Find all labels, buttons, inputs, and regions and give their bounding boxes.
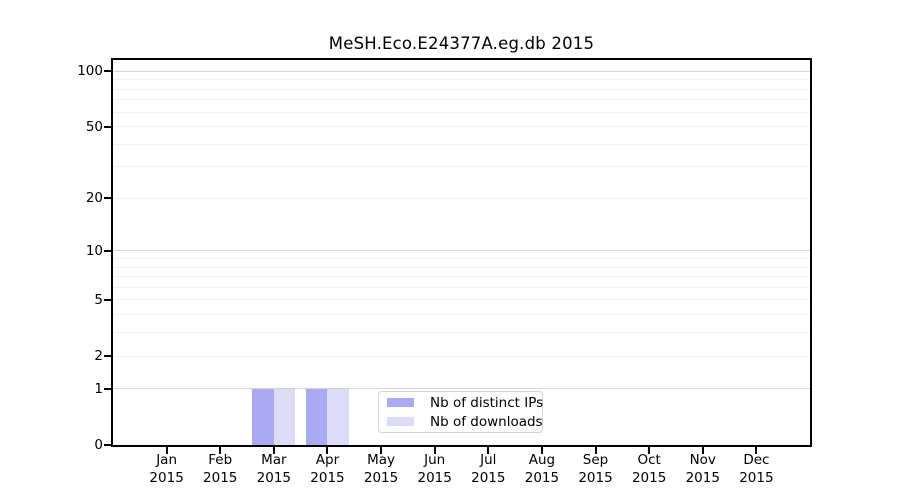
gridline-y-50 (113, 126, 810, 128)
y-tick-5 (104, 298, 111, 301)
bar-nb-of-downloads-mar (273, 388, 296, 445)
y-tick-100 (104, 70, 111, 73)
y-tick-20 (104, 197, 111, 200)
y-tick-0 (104, 444, 111, 446)
gridline-y-6 (113, 286, 810, 288)
bars-layer (113, 60, 810, 445)
gridline-y-4 (113, 314, 810, 316)
x-tick-oct (648, 447, 651, 454)
y-tick-label-2: 2 (94, 348, 103, 365)
gridline-y-5 (113, 299, 810, 301)
gridline-y-80 (113, 88, 810, 90)
gridline-y-30 (113, 166, 810, 168)
legend-label-distinct-ips: Nb of distinct IPs (430, 394, 544, 411)
y-tick-10 (104, 249, 111, 252)
x-tick-label-dec: Dec 2015 (739, 452, 774, 486)
legend-label-downloads: Nb of downloads (430, 413, 543, 430)
gridline-y-90 (113, 79, 810, 81)
gridline-y-7 (113, 276, 810, 278)
chart-title: MeSH.Eco.E24377A.eg.db 2015 (328, 34, 595, 53)
x-tick-label-mar: Mar 2015 (256, 452, 292, 486)
x-tick-apr (326, 447, 329, 454)
x-tick-label-nov: Nov 2015 (685, 452, 720, 486)
gridline-y-3 (113, 332, 810, 334)
y-tick-1 (104, 387, 111, 390)
y-tick-label-5: 5 (94, 291, 103, 308)
x-tick-label-sep: Sep 2015 (578, 452, 613, 486)
gridline-y-20 (113, 197, 810, 199)
plot-area (111, 58, 812, 447)
x-tick-nov (701, 447, 704, 454)
y-tick-label-0: 0 (94, 437, 103, 453)
legend-swatch-distinct-ips-icon (387, 398, 414, 407)
gridlines-layer (113, 60, 810, 445)
x-tick-jul (487, 447, 490, 454)
gridline-y-8 (113, 266, 810, 268)
y-tick-label-50: 50 (85, 118, 103, 135)
x-tick-label-may: May 2015 (363, 452, 399, 486)
bar-nb-of-downloads-apr (327, 388, 349, 445)
gridline-y-1 (113, 388, 810, 390)
y-tick-label-1: 1 (94, 380, 103, 397)
y-tick-label-20: 20 (85, 190, 103, 207)
x-tick-label-apr: Apr 2015 (310, 452, 345, 486)
x-tick-sep (594, 447, 597, 454)
gridline-y-60 (113, 111, 810, 113)
x-tick-may (380, 447, 383, 454)
legend-item-downloads: Nb of downloads (387, 415, 543, 429)
legend: Nb of distinct IPs Nb of downloads (378, 391, 543, 433)
gridline-y-100 (113, 70, 810, 72)
y-tick-label-10: 10 (85, 242, 103, 259)
x-tick-label-jun: Jun 2015 (417, 452, 452, 486)
x-tick-feb (219, 447, 222, 454)
x-tick-jan (165, 447, 168, 454)
x-tick-aug (540, 447, 543, 454)
x-tick-mar (272, 447, 275, 454)
bar-nb-of-distinct-ips-apr (306, 388, 328, 445)
y-tick-label-100: 100 (77, 63, 103, 80)
gridline-y-40 (113, 143, 810, 145)
x-tick-jun (433, 447, 436, 454)
gridline-y-9 (113, 258, 810, 259)
x-tick-dec (755, 447, 758, 454)
x-tick-label-oct: Oct 2015 (631, 452, 667, 486)
gridline-y-10 (113, 250, 810, 252)
y-tick-2 (104, 355, 111, 358)
x-tick-label-aug: Aug 2015 (524, 452, 560, 486)
x-tick-label-jan: Jan 2015 (149, 452, 184, 486)
gridline-y-2 (113, 355, 810, 357)
y-tick-50 (104, 125, 111, 128)
legend-swatch-downloads-icon (387, 417, 414, 426)
x-tick-label-jul: Jul 2015 (471, 452, 506, 486)
x-tick-label-feb: Feb 2015 (203, 452, 238, 486)
bar-nb-of-distinct-ips-mar (252, 388, 274, 445)
legend-item-distinct-ips: Nb of distinct IPs (387, 396, 543, 410)
gridline-y-70 (113, 99, 810, 101)
